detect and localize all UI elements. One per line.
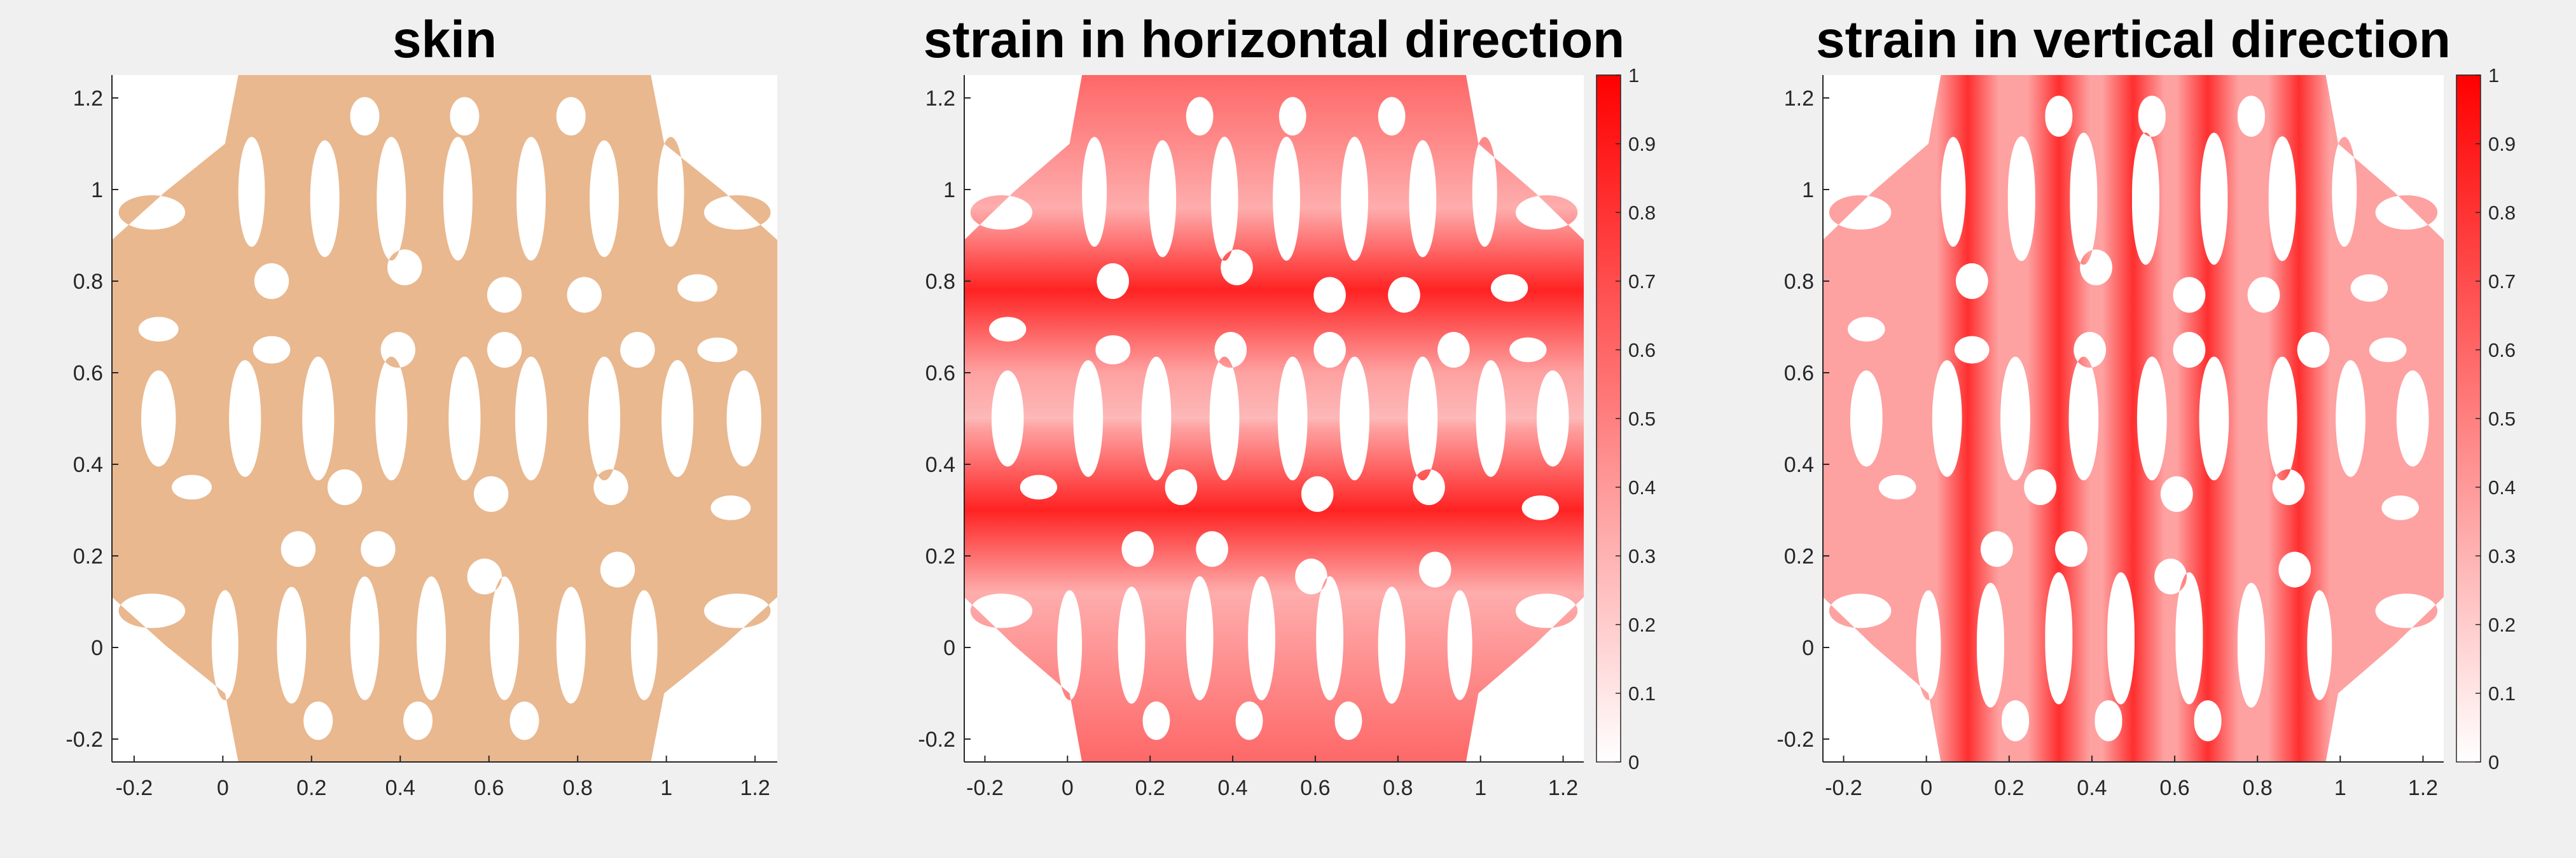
x-tick-label: 1 [1474,776,1486,800]
field [112,75,777,762]
colorbar-tick-label: 0.3 [1628,545,1656,567]
x-tick-label: -0.2 [966,776,1004,800]
strain-field [964,75,1584,762]
colorbar-tick-label: 0.9 [1628,133,1656,155]
y-tick-label: 0 [1802,636,1814,660]
colorbar-tick-label: 0.4 [2488,476,2516,499]
colorbar-tick-label: 0.8 [2488,202,2516,224]
colorbar-tick-label: 1 [2488,64,2499,86]
colorbar-tick-label: 0.6 [2488,339,2516,361]
colorbar-tick-label: 0.5 [2488,408,2516,430]
y-tick-label: -0.2 [918,728,955,752]
y-tick-label: 0.6 [1784,361,1814,385]
panel-title: strain in vertical direction [1816,11,2451,69]
colorbar-tick-label: 0.3 [2488,545,2516,567]
x-tick-label: 1.2 [740,776,770,800]
y-tick-label: 0.2 [1784,544,1814,569]
colorbar-tick-label: 0 [2488,751,2499,773]
y-tick-label: 1 [1802,178,1814,202]
y-tick-label: 1.2 [925,86,955,111]
colorbar-tick-label: 0.2 [1628,614,1656,636]
x-tick-label: 1.2 [2408,776,2438,800]
y-tick-label: 1 [943,178,955,202]
y-tick-label: 0.4 [73,453,103,477]
colorbar-tick-label: 0.8 [1628,202,1656,224]
colorbar-tick-label: 0.1 [1628,682,1656,705]
x-tick-label: 0.2 [1135,776,1165,800]
y-tick-label: 1 [91,178,103,202]
x-tick-label: 0.8 [1383,776,1413,800]
colorbar-tick-label: 0.7 [2488,270,2516,293]
y-tick-label: 0.6 [73,361,103,385]
panel-title: strain in horizontal direction [924,11,1625,69]
panel-0: skin -0.2 0 0.2 0.4 0.6 0.8 1 1.2 -0.2 0 0.2 0.4 0.6 0… [66,11,777,800]
y-tick-label: 0.2 [925,544,955,569]
colorbar-tick-label: 0.2 [2488,614,2516,636]
y-tick-label: 0.8 [73,270,103,294]
x-tick-label: 0.2 [1994,776,2024,800]
x-tick-label: 1 [2334,776,2346,800]
x-tick-label: 0 [217,776,229,800]
y-tick-label: 0.8 [1784,270,1814,294]
colorbar-tick-label: 0 [1628,751,1639,773]
x-tick-label: 0.4 [385,776,415,800]
x-tick-label: -0.2 [1825,776,1862,800]
y-tick-label: 0.4 [1784,453,1814,477]
panel-1: strain in horizontal direction -0.2 0 0.2 0.… [918,11,1656,800]
x-tick-label: -0.2 [116,776,153,800]
panel-2: strain in vertical direction -0.2 0 0.2 0.4 0… [1776,11,2516,800]
x-tick-label: 0.6 [2159,776,2189,800]
y-tick-label: -0.2 [66,728,103,752]
panel-title: skin [392,11,497,69]
y-tick-label: 0.8 [925,270,955,294]
skin-shape [112,75,777,762]
x-tick-label: 0.2 [296,776,326,800]
y-tick-label: 1.2 [1784,86,1814,111]
x-tick-label: 1.2 [1548,776,1578,800]
x-tick-label: 0.8 [563,776,593,800]
y-tick-label: 0.6 [925,361,955,385]
x-tick-label: 0.4 [1217,776,1247,800]
colorbar-tick-label: 0.4 [1628,476,1656,499]
y-tick-label: 0 [91,636,103,660]
y-tick-label: 0.4 [925,453,955,477]
field [1823,75,2444,762]
x-tick-label: 0.4 [2077,776,2107,800]
x-tick-label: 0 [1920,776,1932,800]
colorbar-tick-label: 1 [1628,64,1639,86]
field [964,75,1584,762]
colorbar-tick-label: 0.7 [1628,270,1656,293]
y-tick-label: 0 [943,636,955,660]
colorbar-tick-label: 0.5 [1628,408,1656,430]
strain-field [1823,75,2444,762]
colorbar-tick-label: 0.9 [2488,133,2516,155]
colorbar-tick-label: 0.1 [2488,682,2516,705]
x-tick-label: 0.8 [2243,776,2273,800]
x-tick-label: 0.6 [474,776,504,800]
x-tick-label: 0 [1062,776,1074,800]
x-tick-label: 0.6 [1300,776,1330,800]
colorbar-tick-label: 0.6 [1628,339,1656,361]
y-tick-label: -0.2 [1776,728,1814,752]
x-tick-label: 1 [660,776,672,800]
y-tick-label: 1.2 [73,86,103,111]
y-tick-label: 0.2 [73,544,103,569]
